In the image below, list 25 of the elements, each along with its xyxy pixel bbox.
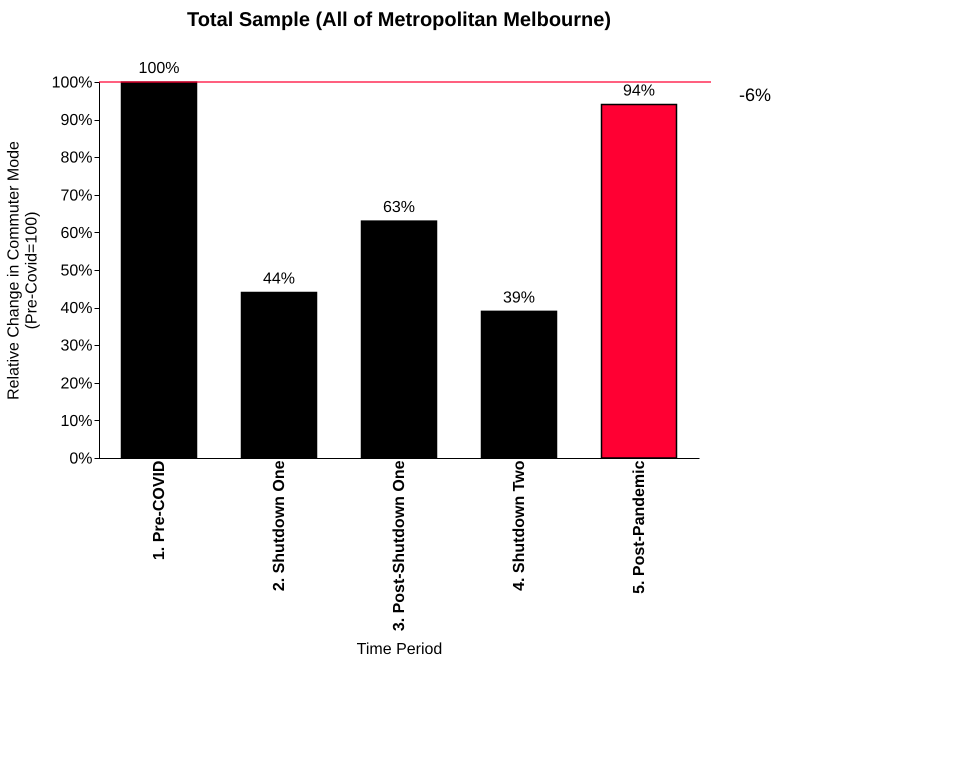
x-axis-title: Time Period	[356, 641, 442, 658]
y-axis-title: Relative Change in Commuter Mode (Pre-Covid=100)	[6, 141, 41, 400]
data-label: 63%	[382, 199, 416, 216]
y-tick-label: 20%	[60, 375, 92, 392]
chart-title: Total Sample (All of Metropolitan Melbourne)	[186, 9, 612, 31]
y-tick-label: 30%	[60, 338, 92, 355]
x-tick-label: 1. Pre-COVID	[151, 460, 168, 560]
y-tick-label: 90%	[60, 112, 92, 130]
y-tick-label: 70%	[60, 187, 92, 204]
text: -6%	[739, 85, 772, 105]
data-label: 39%	[502, 289, 536, 306]
x-tick-label: 3. Post-Shutdown One	[391, 460, 408, 632]
x-tick-label: 2. Shutdown One	[271, 460, 288, 592]
y-tick-label: 60%	[60, 224, 92, 242]
data-label: 44%	[262, 270, 296, 288]
data-label: 94%	[622, 82, 656, 100]
data-label: 100%	[138, 60, 180, 77]
y-tick-label: 10%	[60, 412, 92, 430]
x-tick-label: 5. Post-Pandemic	[631, 460, 648, 594]
x-tick-label: 4. Shutdown Two	[511, 460, 528, 591]
y-tick-label: 0%	[69, 450, 92, 468]
y-tick-label: 40%	[60, 300, 92, 318]
y-tick-label: 50%	[60, 262, 92, 280]
y-tick-label: 80%	[60, 150, 92, 167]
y-tick-label: 100%	[52, 74, 92, 92]
